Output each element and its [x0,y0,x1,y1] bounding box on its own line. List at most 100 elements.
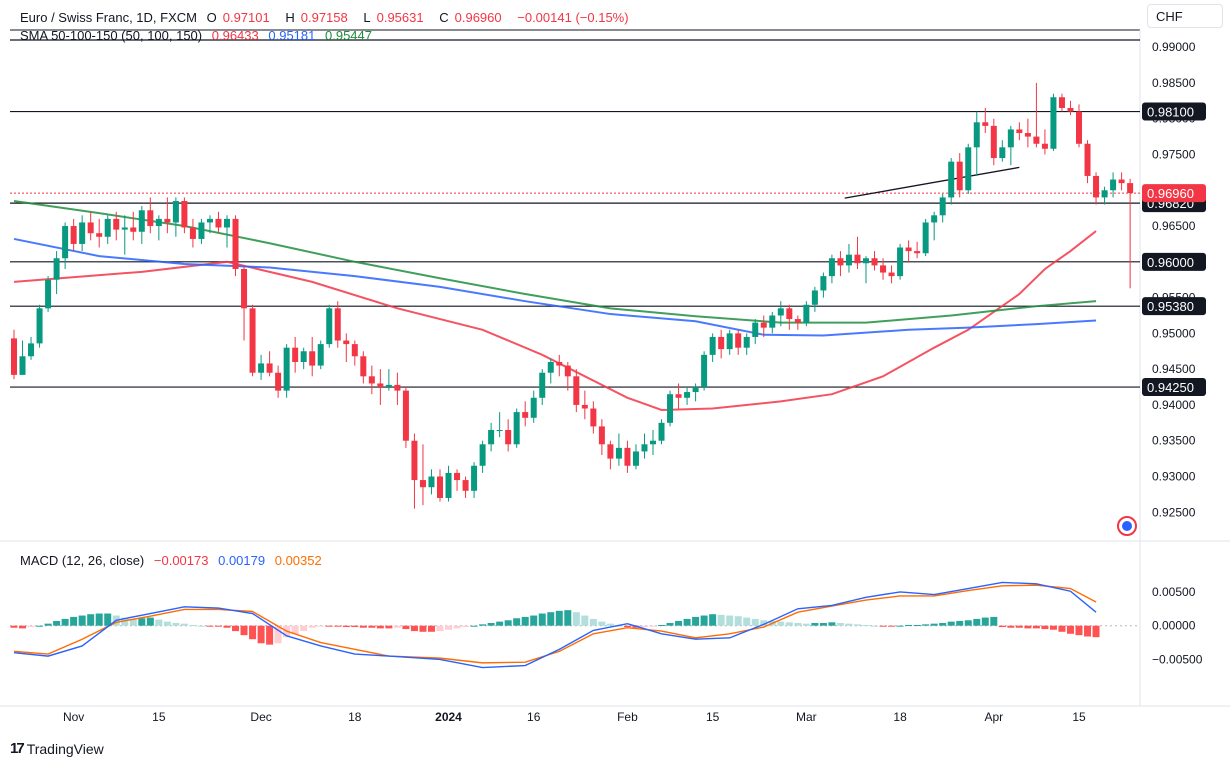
sma-legend[interactable]: SMA 50-100-150 (50, 100, 150) 0.96433 0.… [20,28,378,43]
candle-body [309,351,316,366]
candle-body [1007,129,1014,148]
sma150-value: 0.95447 [325,28,372,43]
macd-histogram-bar [351,625,359,628]
macd-histogram-bar [436,625,444,632]
macd-histogram-bar [675,620,683,626]
macd-hist-value: −0.00173 [153,553,209,568]
macd-histogram-bar [496,621,504,626]
level-tag [1142,378,1206,397]
macd-histogram-bar [27,625,35,628]
candle-body [564,365,571,377]
candle-body [1118,179,1125,184]
candle-body [130,227,137,232]
macd-histogram-bar [623,625,631,628]
symbol-title[interactable]: Euro / Swiss Franc, 1D, FXCM [20,10,197,25]
candle-body [164,218,171,223]
macd-histogram-bar [666,622,674,626]
macd-line [13,581,1097,669]
macd-histogram-bar [947,621,955,626]
macd-histogram-bar [606,623,614,626]
level-tag-label: 0.95380 [1147,299,1194,314]
macd-histogram-bar [751,618,759,626]
candle-body [155,218,162,227]
time-tick-label: 15 [706,710,720,724]
macd-histogram-bar [308,625,316,628]
macd-histogram-bar [376,625,384,629]
candle-body [300,351,307,362]
ohlc-low: L 0.95631 [363,10,424,25]
macd-histogram-bar [760,620,768,626]
macd-histogram-bar [36,625,44,627]
level-tag-label: 0.96000 [1147,255,1194,270]
macd-histogram-bar [956,620,964,626]
candle-body [547,362,554,373]
candle-body [931,215,938,223]
macd-tick-label: 0.00500 [1152,585,1196,599]
macd-histogram-bar [19,625,27,629]
macd-histogram-bar [649,625,657,627]
macd-histogram-bar [998,625,1006,628]
macd-histogram-bar [172,622,180,626]
candle-body [1041,143,1048,149]
macd-histogram-bar [325,625,333,627]
macd-histogram-bar [879,625,887,627]
macd-histogram-bar [53,620,61,626]
level-tag-label: 0.98100 [1147,105,1194,120]
candle-body [726,333,733,350]
time-tick-label: Feb [617,710,638,724]
macd-histogram-bar [138,618,146,626]
candle-body [990,125,997,159]
tradingview-logo-icon: 17 [10,740,25,757]
macd-histogram-bar [1066,625,1074,634]
macd-tick-label: 0.00000 [1152,619,1196,633]
candle-body [87,222,94,234]
macd-histogram-bar [836,622,844,626]
candle-body [70,226,77,244]
candle-body [181,201,188,228]
candle-body [402,390,409,441]
current-price-tag [1142,184,1206,203]
macd-histogram-bar [291,625,299,635]
candle-body [828,258,835,277]
time-tick-label: Apr [984,710,1003,724]
macd-histogram-bar [1084,625,1092,637]
macd-histogram-bar [564,610,572,626]
macd-legend[interactable]: MACD (12, 26, close) −0.00173 0.00179 0.… [20,553,328,568]
macd-histogram-bar [504,620,512,626]
sma50-value: 0.96433 [211,28,259,43]
candle-body [419,480,426,488]
ohlc-open: O 0.97101 [206,10,270,25]
macd-histogram-bar [1058,625,1066,632]
macd-histogram-bar [811,622,819,626]
macd-histogram-bar [819,622,827,626]
macd-histogram-bar [692,616,700,626]
candle-body [1084,143,1091,176]
price-change: −0.00141 (−0.15%) [517,10,629,25]
candle-body [1110,179,1117,191]
time-tick-label: 15 [152,710,166,724]
candle-body [292,347,299,362]
macd-histogram-bar [913,625,921,627]
macd-histogram-bar [189,625,197,627]
candle-body [675,394,682,398]
price-tick-label: 0.93000 [1152,469,1196,483]
candle-body [615,447,622,459]
macd-histogram-bar [700,615,708,626]
macd-histogram-bar [581,615,589,626]
macd-histogram-bar [197,625,205,627]
sma-line [13,230,1097,411]
tradingview-logo[interactable]: 17 TradingView [10,740,104,757]
candle-body [939,197,946,216]
candle-body [914,251,921,254]
candle-body [965,147,972,191]
candle-body [922,222,929,254]
candle-body [743,336,750,348]
currency-button[interactable]: CHF [1147,4,1223,28]
macd-histogram-bar [973,618,981,626]
candle-body [454,472,461,481]
candle-body [982,122,989,126]
candle-body [871,258,878,266]
macd-histogram-bar [1092,625,1100,638]
macd-histogram-bar [70,616,78,626]
